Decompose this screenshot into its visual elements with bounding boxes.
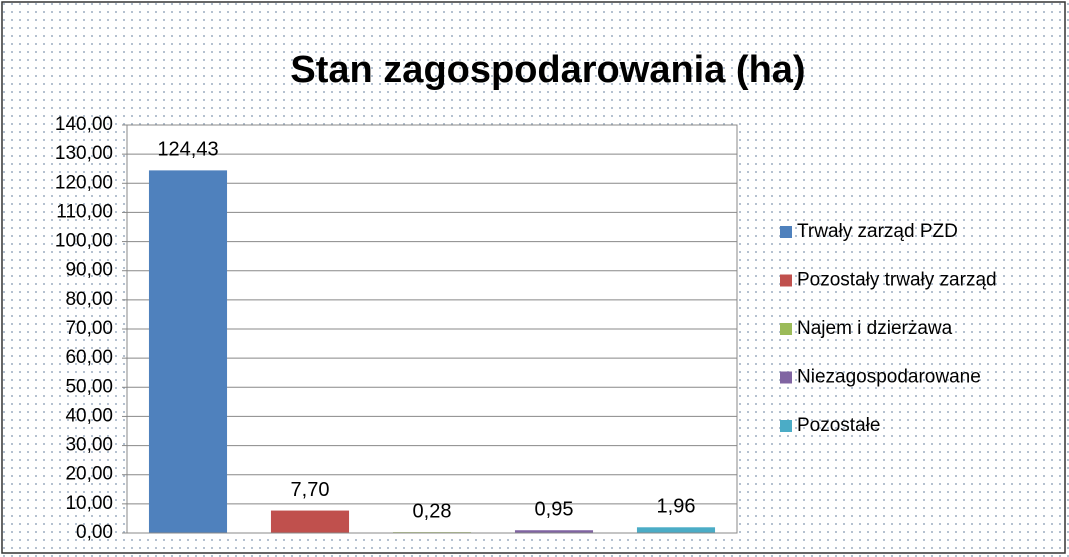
y-tick-label: 100,00 [55, 231, 113, 252]
y-tick-label: 120,00 [55, 172, 113, 193]
legend-label: Pozostały trwały zarząd [797, 270, 997, 291]
chart-title: Stan zagospodarowania (ha) [290, 49, 805, 91]
y-tick-label: 90,00 [65, 260, 113, 281]
y-tick-label: 50,00 [65, 376, 113, 397]
legend-label: Najem i dzierżawa [797, 318, 953, 339]
legend-swatch [780, 323, 792, 335]
legend-swatch [780, 226, 792, 238]
legend-label: Pozostałe [797, 415, 880, 436]
y-tick-label: 80,00 [65, 289, 113, 310]
y-tick-label: 110,00 [56, 201, 113, 222]
legend-label: Trwały zarząd PZD [797, 221, 958, 242]
y-tick-label: 140,00 [55, 114, 113, 135]
y-tick-label: 10,00 [65, 493, 113, 514]
y-tick-label: 40,00 [65, 405, 113, 426]
data-label: 0,95 [535, 499, 574, 521]
y-tick-label: 130,00 [55, 143, 113, 164]
data-label: 124,43 [157, 139, 218, 161]
bar [148, 170, 228, 533]
y-tick-label: 20,00 [65, 464, 113, 485]
data-label: 0,28 [413, 500, 452, 522]
y-tick-label: 0,00 [76, 522, 113, 543]
bar [636, 527, 716, 533]
data-label: 1,96 [657, 496, 696, 518]
legend-label: Niezagospodarowane [797, 367, 981, 388]
data-label: 7,70 [291, 479, 330, 501]
bar [514, 530, 594, 533]
y-tick-label: 30,00 [65, 435, 113, 456]
bar [270, 510, 350, 533]
legend-swatch [780, 274, 792, 287]
legend-swatch [780, 420, 792, 432]
y-tick-label: 60,00 [65, 347, 113, 368]
y-tick-label: 70,00 [65, 318, 113, 339]
legend-swatch [780, 371, 792, 384]
